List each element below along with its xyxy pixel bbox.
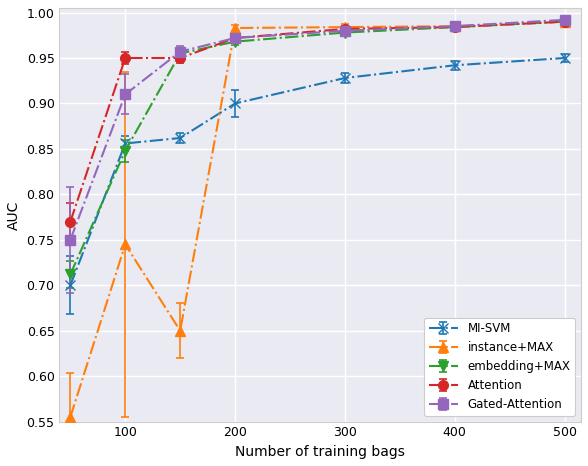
Y-axis label: AUC: AUC [7,200,21,230]
Legend: MI-SVM, instance+MAX, embedding+MAX, Attention, Gated-Attention: MI-SVM, instance+MAX, embedding+MAX, Att… [424,318,575,416]
X-axis label: Number of training bags: Number of training bags [235,445,405,459]
